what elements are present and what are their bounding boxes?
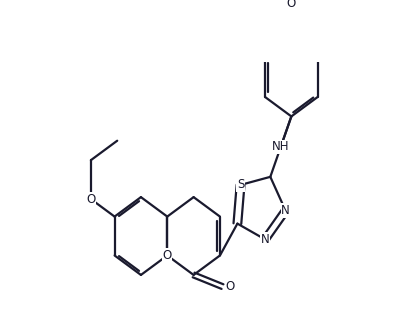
Text: S: S <box>237 178 244 191</box>
Text: O: O <box>287 0 296 10</box>
Text: N: N <box>261 233 269 246</box>
Text: O: O <box>86 193 95 206</box>
Text: O: O <box>163 249 172 262</box>
Text: NH: NH <box>272 140 289 153</box>
Text: O: O <box>226 280 235 293</box>
Text: N: N <box>281 204 290 217</box>
